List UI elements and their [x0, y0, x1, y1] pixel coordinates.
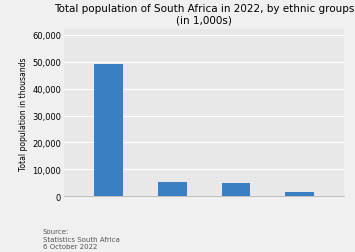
Bar: [285, 192, 314, 197]
Y-axis label: Total population in thousands: Total population in thousands: [19, 57, 28, 170]
Bar: [222, 184, 250, 197]
Text: Source:
Statistics South Africa
6 October 2022: Source: Statistics South Africa 6 Octobe…: [43, 229, 120, 249]
Title: Total population of South Africa in 2022, by ethnic groups (in 1,000s): Total population of South Africa in 2022…: [54, 4, 354, 25]
Bar: [94, 65, 123, 197]
Bar: [158, 182, 187, 197]
